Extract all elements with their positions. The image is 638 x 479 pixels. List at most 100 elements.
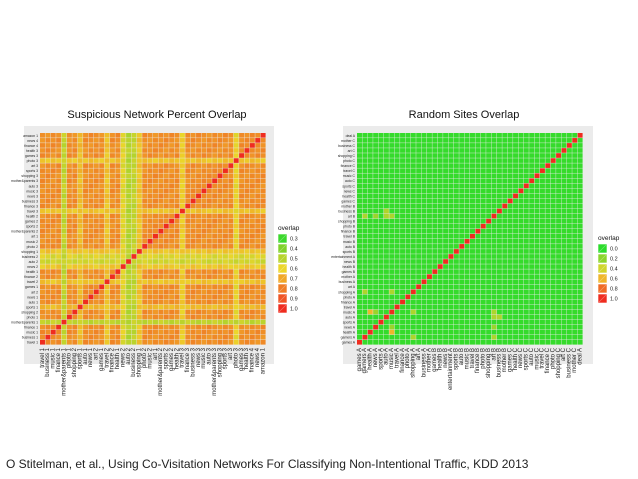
heatmap-cell <box>260 324 266 330</box>
heatmap-cell <box>394 163 400 168</box>
heatmap-cell <box>77 188 83 194</box>
heatmap-cell <box>126 208 132 214</box>
heatmap-cell <box>206 339 212 345</box>
heatmap-cell <box>400 324 406 330</box>
heatmap-cell <box>410 289 416 295</box>
heatmap-cell <box>158 239 164 244</box>
heatmap-cell <box>120 259 126 264</box>
heatmap-cell <box>529 228 535 234</box>
chart-title: Random Sites Overlap <box>409 109 520 121</box>
heatmap-cell <box>136 228 142 234</box>
heatmap-cell <box>131 168 137 173</box>
heatmap-cell <box>190 173 196 179</box>
heatmap-cell <box>470 304 475 310</box>
heatmap-cell <box>437 309 443 315</box>
heatmap-cell <box>534 319 540 325</box>
heatmap-cell <box>378 319 384 325</box>
heatmap-cell <box>421 183 427 189</box>
x-tick-label: music B <box>464 348 470 369</box>
heatmap-cell <box>104 223 110 229</box>
heatmap-cell <box>470 138 475 143</box>
heatmap-cell <box>260 339 266 345</box>
heatmap-cell <box>228 168 234 173</box>
heatmap-cell <box>179 249 185 254</box>
heatmap-cell <box>480 153 486 158</box>
heatmap-cell <box>470 193 475 199</box>
heatmap-cell <box>410 158 416 163</box>
heatmap-cell <box>45 233 51 239</box>
heatmap-cell <box>421 193 427 199</box>
heatmap-cell <box>142 339 148 345</box>
heatmap-cell <box>56 254 62 259</box>
heatmap-cell <box>459 143 465 148</box>
heatmap-cell <box>50 254 56 259</box>
heatmap-cell <box>222 339 228 345</box>
heatmap-cell <box>561 188 567 194</box>
heatmap-cell <box>529 138 535 143</box>
heatmap-cell <box>502 299 508 305</box>
heatmap-cell <box>523 203 529 209</box>
heatmap-cell <box>502 143 508 148</box>
heatmap-cell <box>448 193 454 199</box>
heatmap-cell <box>174 294 180 300</box>
heatmap-cell <box>77 223 83 229</box>
heatmap-cell <box>556 193 562 199</box>
heatmap-cell <box>529 274 535 279</box>
heatmap-cell <box>56 178 62 184</box>
heatmap-cell <box>475 183 481 189</box>
heatmap-cell <box>163 193 169 199</box>
heatmap-cell <box>244 324 250 330</box>
legend-label: 0.0 <box>610 247 618 253</box>
heatmap-cell <box>539 173 545 179</box>
heatmap-cell <box>523 183 529 189</box>
heatmap-cell <box>179 304 185 310</box>
x-tick-label: games C <box>507 347 513 372</box>
heatmap-cell <box>367 133 373 138</box>
heatmap-cell <box>566 319 572 325</box>
heatmap-cell <box>373 269 379 274</box>
y-tick-label: finance C <box>341 164 356 168</box>
heatmap-cell <box>179 239 185 244</box>
heatmap-cell <box>109 339 115 345</box>
heatmap-cell <box>357 334 362 340</box>
heatmap-cell <box>400 339 406 345</box>
heatmap-cell <box>448 158 454 163</box>
heatmap-cell <box>153 173 158 179</box>
heatmap-cell <box>529 319 535 325</box>
heatmap-cell <box>126 324 132 330</box>
heatmap-cell <box>163 269 169 274</box>
heatmap-cell <box>99 173 105 179</box>
heatmap-cell <box>426 228 432 234</box>
heatmap-cell <box>496 244 502 249</box>
heatmap-cell <box>437 264 443 269</box>
heatmap-cell <box>260 233 266 239</box>
legend-swatch <box>277 273 288 284</box>
heatmap-cell <box>410 244 416 249</box>
heatmap-cell <box>480 173 486 179</box>
heatmap-cell <box>534 314 540 320</box>
heatmap-cell <box>77 148 83 153</box>
heatmap-cell <box>491 319 497 325</box>
heatmap-cell <box>416 223 422 229</box>
heatmap-cell <box>432 309 438 315</box>
heatmap-cell <box>572 264 578 269</box>
heatmap-cell <box>459 244 465 249</box>
heatmap-cell <box>394 294 400 300</box>
heatmap-cell <box>190 259 196 264</box>
heatmap-cell <box>212 259 218 264</box>
heatmap-cell <box>163 279 169 285</box>
x-tick-label: news C <box>518 347 524 368</box>
heatmap-cell <box>126 249 132 254</box>
heatmap-cell <box>249 324 255 330</box>
heatmap-cell <box>217 158 223 163</box>
heatmap-cell <box>486 148 492 153</box>
heatmap-cell <box>378 329 384 335</box>
heatmap-cell <box>421 334 427 340</box>
heatmap-cell <box>45 208 51 214</box>
heatmap-cell <box>507 213 513 219</box>
heatmap-cell <box>99 158 105 163</box>
heatmap-cell <box>362 264 368 269</box>
heatmap-cell <box>437 183 443 189</box>
heatmap-cell <box>255 158 261 163</box>
